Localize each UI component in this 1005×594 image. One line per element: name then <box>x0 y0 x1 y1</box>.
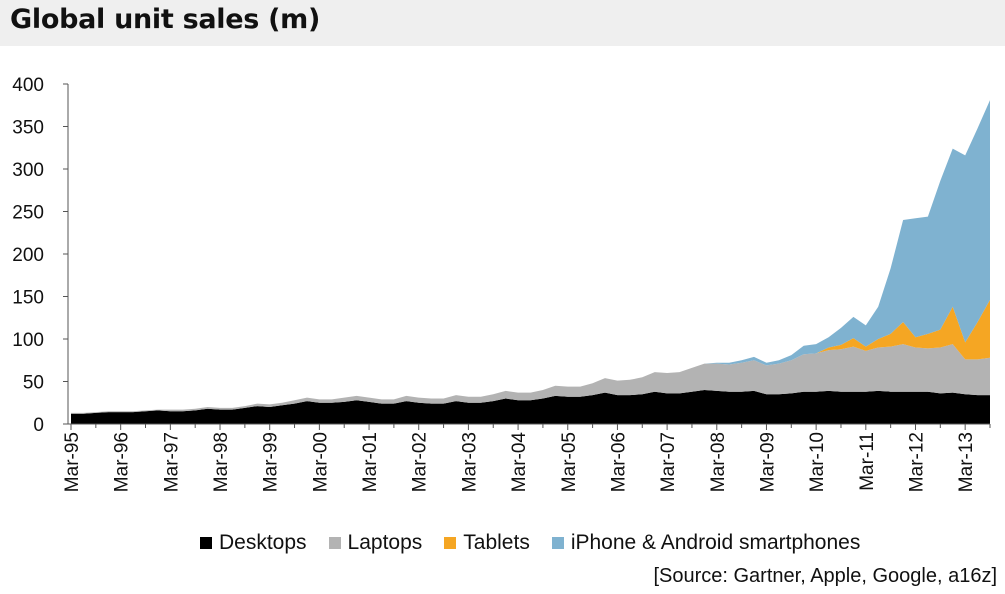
y-tick-label: 150 <box>12 288 44 309</box>
y-tick-label: 250 <box>12 203 44 224</box>
x-tick-label: Mar-11 <box>857 432 878 491</box>
x-tick-label: Mar-12 <box>906 432 927 492</box>
x-tick-label: Mar-96 <box>112 432 133 492</box>
y-axis: 0 50 100 150 200 250 300 350 400 <box>12 75 69 436</box>
legend-swatch-desktops <box>200 537 212 549</box>
area-desktops <box>71 390 990 424</box>
y-tick-label: 350 <box>12 118 44 139</box>
y-tick-label: 100 <box>12 330 44 351</box>
y-tick-label: 200 <box>12 245 44 266</box>
legend-item-smartphones: iPhone & Android smartphones <box>551 531 861 555</box>
chart-title: Global unit sales (m) <box>10 4 321 35</box>
x-tick-label: Mar-01 <box>360 432 381 492</box>
x-tick-label: Mar-98 <box>211 432 232 492</box>
legend-swatch-smartphones <box>551 537 564 549</box>
x-tick-label: Mar-07 <box>658 432 679 492</box>
area-laptops <box>71 344 990 414</box>
legend-label-desktops: Desktops <box>219 531 307 554</box>
x-tick-label: Mar-99 <box>261 432 282 492</box>
x-tick-label: Mar-95 <box>62 432 83 492</box>
y-tick-label: 300 <box>12 160 44 181</box>
legend-label-tablets: Tablets <box>463 531 530 554</box>
x-tick-label: Mar-10 <box>807 432 828 492</box>
x-tick-label: Mar-00 <box>310 432 331 492</box>
x-tick-label: Mar-05 <box>559 432 580 492</box>
y-tick-label: 50 <box>23 373 44 394</box>
legend-swatch-laptops <box>328 537 341 549</box>
title-band <box>0 0 1005 46</box>
x-tick-label: Mar-09 <box>757 432 778 492</box>
x-tick-label: Mar-02 <box>410 432 431 492</box>
legend-label-smartphones: iPhone & Android smartphones <box>570 531 861 554</box>
x-tick-label: Mar-04 <box>509 432 530 493</box>
x-tick-label: Mar-06 <box>608 432 629 492</box>
series-layers <box>71 100 990 424</box>
x-tick-label: Mar-03 <box>459 432 480 492</box>
legend-item-tablets: Tablets <box>444 531 530 555</box>
y-tick-label: 400 <box>12 75 44 96</box>
x-tick-label: Mar-97 <box>161 432 182 492</box>
x-tick-label: Mar-08 <box>708 432 729 492</box>
legend: Desktops Laptops Tablets iPhone & Androi… <box>200 528 860 558</box>
legend-item-laptops: Laptops <box>328 531 423 555</box>
legend-label-laptops: Laptops <box>347 531 423 554</box>
x-tick-label: Mar-13 <box>956 432 977 492</box>
y-tick-label: 0 <box>33 415 44 436</box>
x-axis: Mar-95 Mar-96 Mar-97 Mar-98 Mar-99 Mar-00 Mar-… <box>62 423 991 493</box>
legend-swatch-tablets <box>444 537 457 549</box>
legend-item-desktops: Desktops <box>200 531 307 555</box>
source-note: [Source: Gartner, Apple, Google, a16z] <box>653 565 997 587</box>
